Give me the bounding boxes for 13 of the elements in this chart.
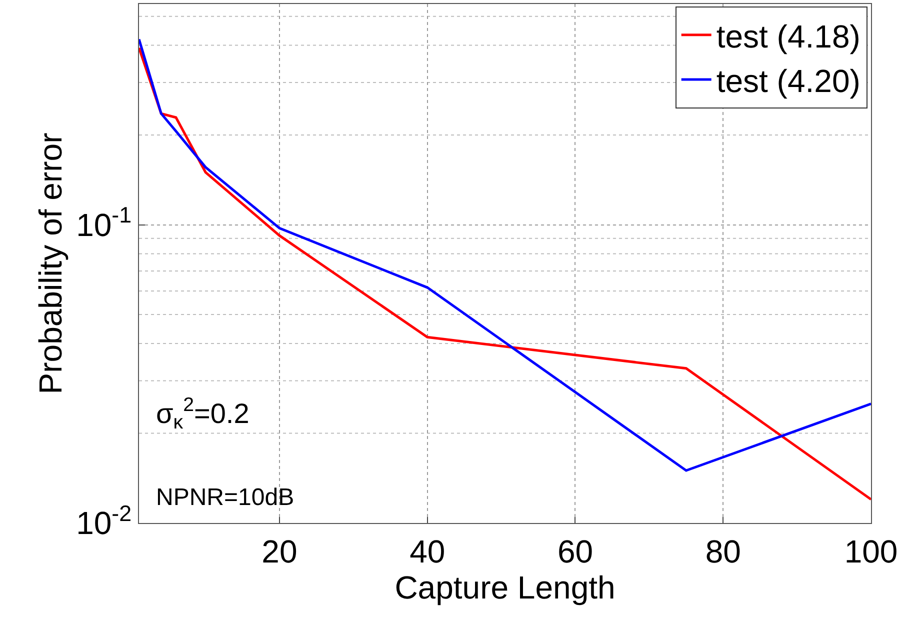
x-tick-label: 40: [410, 533, 446, 570]
legend-label: test (4.20): [716, 62, 860, 99]
x-axis-title: Capture Length: [394, 569, 616, 606]
annotation: σ$_{κ}$$^{2}$=0.2: [156, 394, 250, 434]
x-tick-label: 60: [557, 533, 594, 570]
y-axis-title: Probability of error: [32, 132, 68, 394]
x-tick-label: 20: [262, 533, 298, 570]
y-tick-label: 10$^{-2}$: [76, 500, 132, 542]
legend-label: test (4.18): [716, 18, 860, 54]
x-tick-label: 100: [844, 533, 898, 570]
annotation: NPNR=10dB: [156, 484, 294, 511]
y-tick-label: 10$^{-1}$: [76, 202, 132, 243]
x-tick-label: 80: [705, 533, 741, 570]
